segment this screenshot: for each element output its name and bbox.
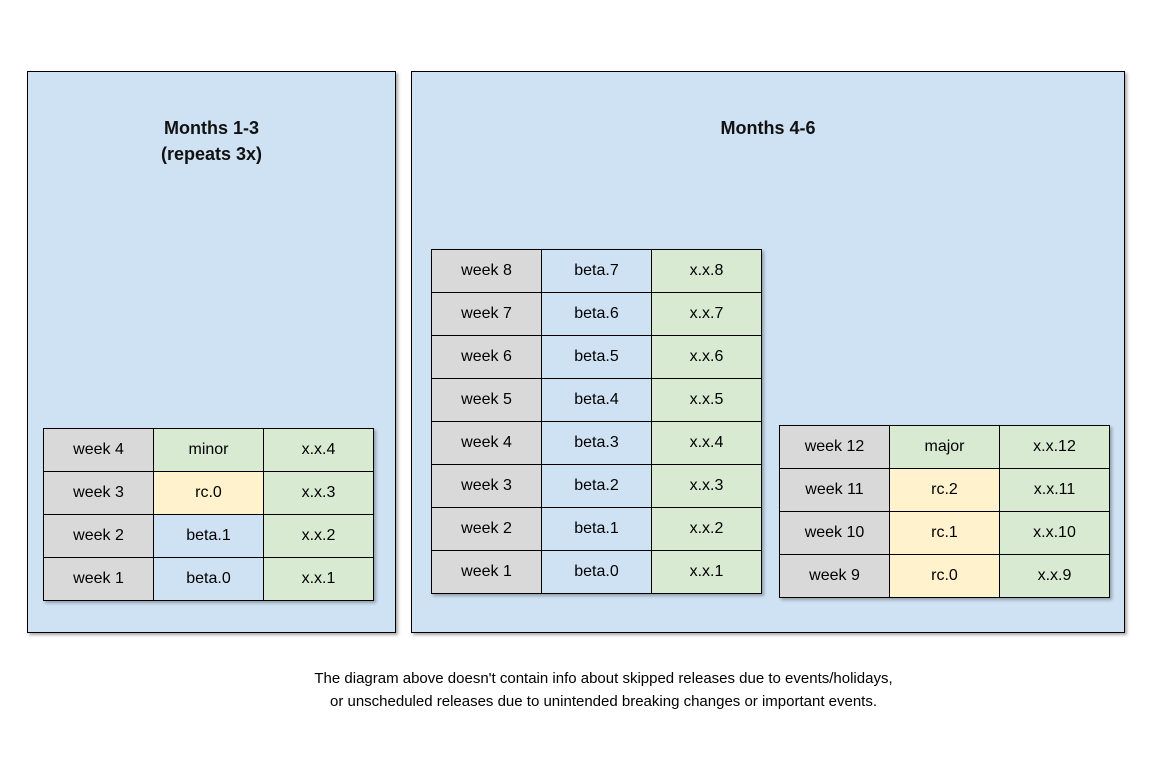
panel-title-months-4-6: Months 4-6 — [412, 115, 1124, 141]
version-cell: x.x.6 — [651, 335, 762, 379]
table-row: week 1 beta.0 x.x.1 — [431, 550, 762, 594]
week-cell: week 8 — [431, 249, 542, 293]
version-cell: x.x.5 — [651, 378, 762, 422]
release-table-weeks-1-4: week 4 minor x.x.4 week 3 rc.0 x.x.3 week 2 bet… — [43, 428, 374, 601]
release-cell: beta.6 — [541, 292, 652, 336]
version-cell: x.x.8 — [651, 249, 762, 293]
release-cell: beta.7 — [541, 249, 652, 293]
footnote-text: The diagram above doesn't contain info a… — [50, 668, 1157, 713]
version-cell: x.x.11 — [999, 468, 1110, 512]
table-row: week 5 beta.4 x.x.5 — [431, 378, 762, 422]
release-cell: rc.0 — [889, 554, 1000, 598]
version-cell: x.x.2 — [651, 507, 762, 551]
table-row: week 4 minor x.x.4 — [43, 428, 374, 472]
panel-title-line2: (repeats 3x) — [160, 144, 263, 164]
version-cell: x.x.10 — [999, 511, 1110, 555]
week-cell: week 11 — [779, 468, 890, 512]
week-cell: week 12 — [779, 425, 890, 469]
release-cell: beta.1 — [153, 514, 264, 558]
version-cell: x.x.7 — [651, 292, 762, 336]
release-cell: rc.0 — [153, 471, 264, 515]
release-cell: beta.0 — [541, 550, 652, 594]
panel-title-line1: Months 1-3 — [163, 118, 259, 138]
panel-months-1-3: Months 1-3 (repeats 3x) week 4 minor x.x.4… — [27, 71, 396, 633]
table-row: week 6 beta.5 x.x.6 — [431, 335, 762, 379]
table-row: week 2 beta.1 x.x.2 — [43, 514, 374, 558]
release-cell: major — [889, 425, 1000, 469]
table-row: week 4 beta.3 x.x.4 — [431, 421, 762, 465]
table-row: week 10 rc.1 x.x.10 — [779, 511, 1110, 555]
week-cell: week 10 — [779, 511, 890, 555]
table-row: week 12 major x.x.12 — [779, 425, 1110, 469]
release-cell: rc.2 — [889, 468, 1000, 512]
week-cell: week 5 — [431, 378, 542, 422]
version-cell: x.x.3 — [651, 464, 762, 508]
release-cell: beta.0 — [153, 557, 264, 601]
week-cell: week 6 — [431, 335, 542, 379]
week-cell: week 1 — [431, 550, 542, 594]
release-cell: rc.1 — [889, 511, 1000, 555]
version-cell: x.x.12 — [999, 425, 1110, 469]
table-row: week 11 rc.2 x.x.11 — [779, 468, 1110, 512]
week-cell: week 2 — [43, 514, 154, 558]
week-cell: week 4 — [431, 421, 542, 465]
version-cell: x.x.4 — [651, 421, 762, 465]
version-cell: x.x.9 — [999, 554, 1110, 598]
table-row: week 2 beta.1 x.x.2 — [431, 507, 762, 551]
week-cell: week 2 — [431, 507, 542, 551]
release-table-weeks-1-8: week 8 beta.7 x.x.8 week 7 beta.6 x.x.7 week 6… — [431, 249, 762, 594]
version-cell: x.x.3 — [263, 471, 374, 515]
week-cell: week 4 — [43, 428, 154, 472]
table-row: week 9 rc.0 x.x.9 — [779, 554, 1110, 598]
footnote-line1: The diagram above doesn't contain info a… — [314, 670, 893, 687]
release-cell: beta.1 — [541, 507, 652, 551]
week-cell: week 1 — [43, 557, 154, 601]
week-cell: week 7 — [431, 292, 542, 336]
version-cell: x.x.2 — [263, 514, 374, 558]
panel-months-4-6: Months 4-6 week 8 beta.7 x.x.8 week 7 beta.6… — [411, 71, 1125, 633]
table-row: week 8 beta.7 x.x.8 — [431, 249, 762, 293]
panel-title-line1: Months 4-6 — [720, 118, 816, 138]
release-table-weeks-9-12: week 12 major x.x.12 week 11 rc.2 x.x.11 week … — [779, 425, 1110, 598]
table-row: week 3 rc.0 x.x.3 — [43, 471, 374, 515]
release-cell: beta.2 — [541, 464, 652, 508]
release-cell: beta.4 — [541, 378, 652, 422]
table-row: week 3 beta.2 x.x.3 — [431, 464, 762, 508]
panel-title-months-1-3: Months 1-3 (repeats 3x) — [28, 115, 395, 167]
version-cell: x.x.4 — [263, 428, 374, 472]
release-cell: beta.5 — [541, 335, 652, 379]
week-cell: week 9 — [779, 554, 890, 598]
release-cell: minor — [153, 428, 264, 472]
week-cell: week 3 — [43, 471, 154, 515]
version-cell: x.x.1 — [651, 550, 762, 594]
week-cell: week 3 — [431, 464, 542, 508]
footnote-line2: or unscheduled releases due to unintende… — [329, 692, 878, 710]
version-cell: x.x.1 — [263, 557, 374, 601]
table-row: week 1 beta.0 x.x.1 — [43, 557, 374, 601]
release-cell: beta.3 — [541, 421, 652, 465]
table-row: week 7 beta.6 x.x.7 — [431, 292, 762, 336]
